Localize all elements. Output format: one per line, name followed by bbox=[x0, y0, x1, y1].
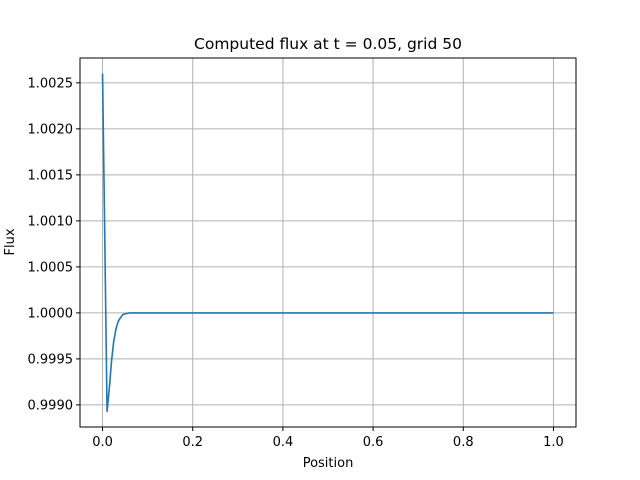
x-tick-label: 0.0 bbox=[92, 435, 113, 450]
x-tick-label: 1.0 bbox=[543, 435, 564, 450]
axes-frame bbox=[79, 57, 577, 428]
y-axis-label: Flux bbox=[3, 228, 18, 255]
series-group bbox=[101, 73, 554, 413]
y-tick-label: 0.9995 bbox=[28, 352, 74, 367]
x-tick-label: 0.6 bbox=[363, 435, 384, 450]
y-tick-label: 1.0025 bbox=[28, 76, 74, 91]
x-tick-label: 0.8 bbox=[453, 435, 474, 450]
x-tick-label: 0.2 bbox=[182, 435, 203, 450]
plot-area-background bbox=[80, 58, 576, 427]
y-tick-label: 1.0020 bbox=[28, 122, 74, 137]
y-tick-label: 1.0000 bbox=[28, 306, 74, 321]
y-tick-label: 1.0010 bbox=[28, 214, 74, 229]
y-axis-ticks: 0.9990 0.9995 1.0000 1.0005 1.0010 1.0015 1.00… bbox=[28, 76, 80, 413]
chart-title: Computed flux at t = 0.05, grid 50 bbox=[194, 35, 462, 53]
y-tick-label: 1.0015 bbox=[28, 168, 74, 183]
y-tick-label: 0.9990 bbox=[28, 398, 74, 413]
y-tick-label: 1.0005 bbox=[28, 260, 74, 275]
x-axis-label: Position bbox=[303, 456, 354, 471]
flux-series-line bbox=[101, 73, 554, 413]
x-tick-label: 0.4 bbox=[273, 435, 294, 450]
x-axis-ticks: 0.0 0.2 0.4 0.6 0.8 1.0 bbox=[92, 427, 564, 450]
